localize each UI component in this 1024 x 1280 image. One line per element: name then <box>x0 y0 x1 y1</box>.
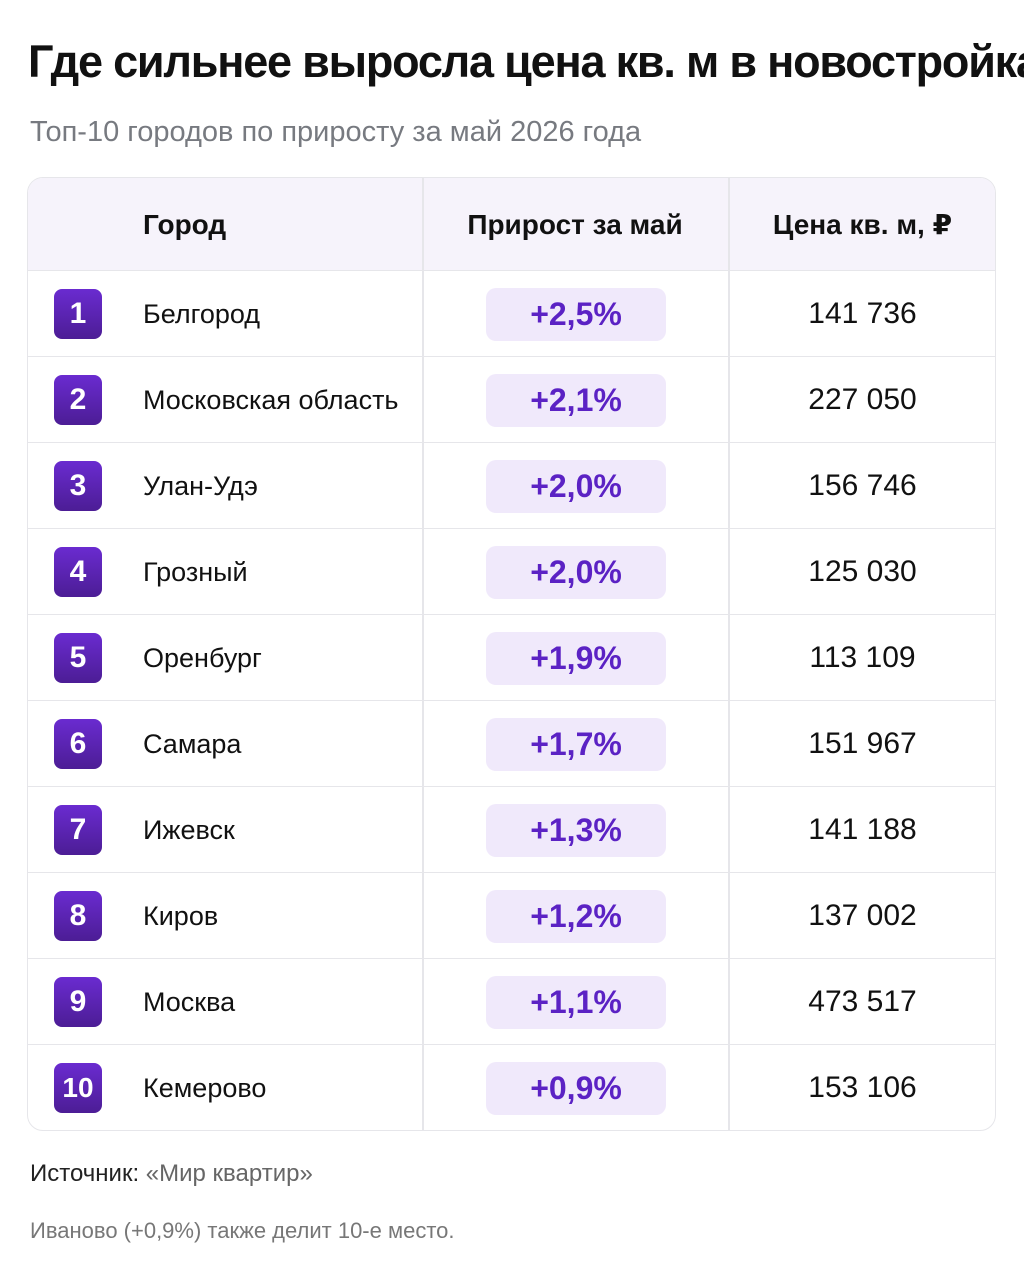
table-row: 1 Белгород +2,5% 141 736 <box>28 271 995 357</box>
city-name: Грозный <box>143 557 248 587</box>
price-value: 141 736 <box>808 297 917 330</box>
price-value: 151 967 <box>808 727 917 760</box>
price-value: 113 109 <box>809 641 916 674</box>
price-value: 125 030 <box>808 555 917 588</box>
column-header-city: Город <box>143 209 227 240</box>
rank-badge: 1 <box>54 289 102 339</box>
rank-badge: 5 <box>54 633 102 683</box>
ranking-table: Город Прирост за май Цена кв. м, ₽ 1 Белг… <box>27 177 996 1131</box>
table-row: 8 Киров +1,2% 137 002 <box>28 873 995 959</box>
city-name: Оренбург <box>143 643 262 673</box>
city-name: Ижевск <box>143 815 235 845</box>
growth-value: +0,9% <box>486 1062 666 1115</box>
growth-value: +2,5% <box>486 288 666 341</box>
source-label: Источник: <box>30 1160 140 1187</box>
rank-badge: 9 <box>54 977 102 1027</box>
growth-value: +1,1% <box>486 976 666 1029</box>
growth-value: +1,2% <box>486 890 666 943</box>
city-name: Москва <box>143 987 236 1017</box>
price-value: 227 050 <box>808 383 917 416</box>
source-line: Источник: «Мир квартир» <box>30 1160 313 1188</box>
city-name: Самара <box>143 729 242 759</box>
rank-badge: 8 <box>54 891 102 941</box>
rank-badge: 3 <box>54 461 102 511</box>
table-row: 4 Грозный +2,0% 125 030 <box>28 529 995 615</box>
table-row: 9 Москва +1,1% 473 517 <box>28 959 995 1045</box>
growth-value: +2,0% <box>486 460 666 513</box>
rank-badge: 2 <box>54 375 102 425</box>
growth-value: +1,3% <box>486 804 666 857</box>
chart-title: Где сильнее выросла цена кв. м в новостр… <box>28 36 1024 87</box>
source-name: «Мир квартир» <box>145 1160 313 1187</box>
growth-value: +2,1% <box>486 374 666 427</box>
city-name: Белгород <box>143 299 261 329</box>
column-header-growth: Прирост за май <box>467 209 683 240</box>
rank-badge: 4 <box>54 547 102 597</box>
table-row: 10 Кемерово +0,9% 153 106 <box>28 1045 995 1130</box>
table-row: 6 Самара +1,7% 151 967 <box>28 701 995 787</box>
chart-subtitle: Топ-10 городов по приросту за май 2026 г… <box>30 116 642 148</box>
footnote: Иваново (+0,9%) также делит 10-е место. <box>30 1218 455 1243</box>
growth-value: +1,9% <box>486 632 666 685</box>
city-name: Киров <box>143 901 219 931</box>
price-value: 153 106 <box>808 1071 917 1104</box>
price-value: 473 517 <box>808 985 917 1018</box>
growth-value: +1,7% <box>486 718 666 771</box>
price-value: 137 002 <box>808 899 917 932</box>
price-value: 141 188 <box>808 813 917 846</box>
table-header: Город Прирост за май Цена кв. м, ₽ <box>28 178 995 271</box>
table-row: 7 Ижевск +1,3% 141 188 <box>28 787 995 873</box>
column-divider <box>728 178 730 1130</box>
price-value: 156 746 <box>808 469 917 502</box>
city-name: Московская область <box>143 385 399 415</box>
city-name: Кемерово <box>143 1073 267 1103</box>
rank-badge: 6 <box>54 719 102 769</box>
growth-value: +2,0% <box>486 546 666 599</box>
table-row: 2 Московская область +2,1% 227 050 <box>28 357 995 443</box>
rank-badge: 7 <box>54 805 102 855</box>
table-row: 5 Оренбург +1,9% 113 109 <box>28 615 995 701</box>
rank-badge: 10 <box>54 1063 102 1113</box>
column-header-price: Цена кв. м, ₽ <box>772 209 953 240</box>
city-name: Улан-Удэ <box>143 471 258 501</box>
table-row: 3 Улан-Удэ +2,0% 156 746 <box>28 443 995 529</box>
column-divider <box>422 178 424 1130</box>
